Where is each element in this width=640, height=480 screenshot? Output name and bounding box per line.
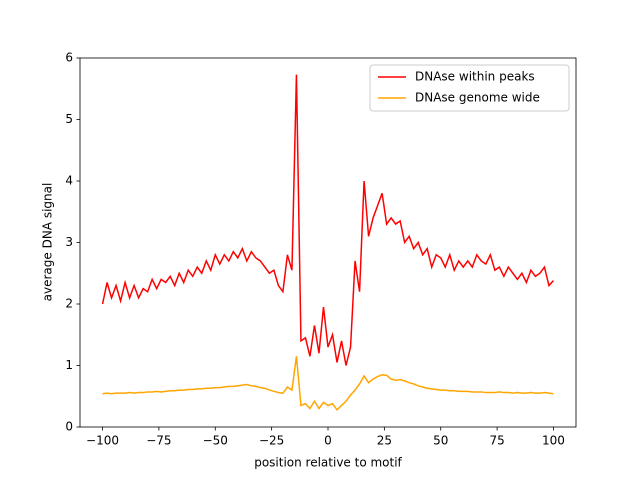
x-tick-label: −100 xyxy=(86,434,119,448)
y-tick-label: 5 xyxy=(65,112,73,126)
y-tick-label: 0 xyxy=(65,420,73,434)
y-tick-label: 1 xyxy=(65,358,73,372)
y-tick-label: 3 xyxy=(65,235,73,249)
plot-frame xyxy=(79,57,577,428)
line-series xyxy=(101,74,555,366)
x-tick-label: −75 xyxy=(146,434,171,448)
y-axis-label: average DNA signal xyxy=(41,183,55,302)
x-tick-label: 100 xyxy=(542,434,565,448)
legend-label: DNAse within peaks xyxy=(415,70,535,84)
x-tick-label: 50 xyxy=(433,434,448,448)
legend-label: DNAse genome wide xyxy=(415,91,540,105)
x-axis-label: position relative to motif xyxy=(254,456,402,470)
x-tick-label: 25 xyxy=(377,434,392,448)
y-tick-label: 4 xyxy=(65,174,73,188)
x-tick-label: 75 xyxy=(489,434,504,448)
y-tick-label: 2 xyxy=(65,297,73,311)
legend-box xyxy=(369,64,570,112)
x-tick-label: −50 xyxy=(203,434,228,448)
x-tick-label: 0 xyxy=(324,434,332,448)
line-series xyxy=(102,356,554,411)
x-tick-label: −25 xyxy=(259,434,284,448)
y-tick-label: 6 xyxy=(65,51,73,65)
